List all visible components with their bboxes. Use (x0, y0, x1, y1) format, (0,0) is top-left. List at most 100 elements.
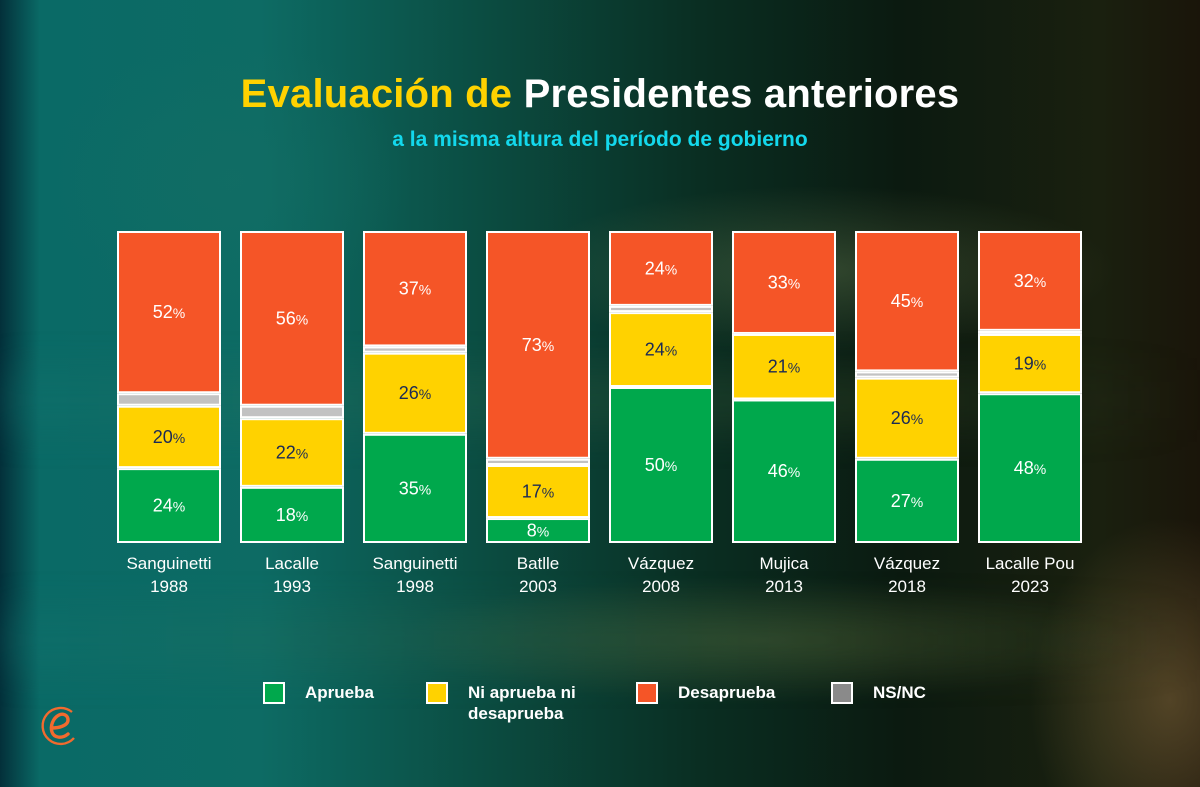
bar-stack: 48%19%32% (978, 231, 1082, 543)
data-label-suffix: % (296, 446, 308, 462)
data-label-value: 35 (399, 478, 419, 498)
bar-segment-ni (732, 333, 836, 400)
data-label-suffix: % (788, 275, 800, 291)
data-label-suffix: % (542, 338, 554, 354)
x-tick-label-name: Lacalle Pou (986, 554, 1075, 573)
data-label-value: 22 (276, 443, 296, 463)
x-tick-label-year: 2013 (765, 577, 803, 596)
bar-segment-ni (978, 333, 1082, 394)
bar-segment-aprueba (855, 458, 959, 544)
bars-group: 24%20%52%18%22%56%35%26%37%8%17%73%50%24… (117, 231, 1082, 544)
data-label-desaprueba: 52% (153, 302, 185, 322)
data-label-value: 21 (768, 357, 788, 377)
x-tick-label-name: Sanguinetti (372, 554, 457, 573)
data-label-desaprueba: 45% (891, 291, 923, 311)
chart-subtitle: a la misma altura del período de gobiern… (392, 128, 808, 151)
legend-swatch-ni (426, 682, 448, 704)
data-label-ni: 22% (276, 443, 308, 463)
x-tick-label-year: 1998 (396, 577, 434, 596)
background-flag-stripe (0, 610, 1200, 670)
data-label-suffix: % (1034, 461, 1046, 477)
data-label-value: 24 (645, 340, 665, 360)
bar-segment-desaprueba (117, 231, 221, 394)
data-label-suffix: % (1034, 274, 1046, 290)
data-label-value: 8 (527, 521, 537, 541)
x-tick-label-name: Vázquez (874, 554, 940, 573)
data-label-suffix: % (419, 481, 431, 497)
legend-label-ni-line2: desaprueba (468, 704, 564, 723)
data-label-suffix: % (911, 494, 923, 510)
bar-segment-desaprueba (855, 231, 959, 372)
data-label-suffix: % (296, 508, 308, 524)
bar-segment-nsnc (363, 346, 467, 353)
data-label-suffix: % (542, 485, 554, 501)
data-label-suffix: % (911, 411, 923, 427)
bar-segment-nsnc (978, 330, 1082, 334)
bar-segment-aprueba (609, 387, 713, 543)
data-label-value: 73 (522, 335, 542, 355)
data-label-suffix: % (419, 282, 431, 298)
bar-segment-aprueba (732, 399, 836, 544)
bar-segment-ni (363, 352, 467, 434)
bar-segment-aprueba (486, 518, 590, 543)
title-part-white: Presidentes anteriores (523, 72, 960, 116)
legend-item-aprueba: Aprueba (263, 682, 426, 724)
bar-stack: 27%26%45% (855, 231, 959, 544)
bar-segment-ni (609, 312, 713, 387)
bar-stack: 24% 20% 52% (117, 231, 221, 543)
bar-segment-nsnc (240, 405, 344, 419)
bar-segment-desaprueba (240, 231, 344, 406)
legend-item-desaprueba: Desaprueba (636, 682, 831, 724)
data-label-ni: 20% (153, 427, 185, 447)
data-label-value: 46 (768, 461, 788, 481)
data-label-value: 37 (399, 279, 419, 299)
data-label-ni: 21% (768, 357, 800, 377)
data-label-desaprueba: 32% (1014, 271, 1046, 291)
legend-swatch-nsnc (831, 682, 853, 704)
legend-swatch-desaprueba (636, 682, 658, 704)
data-label-suffix: % (537, 524, 549, 540)
bar-segment-aprueba (240, 486, 344, 543)
category-labels-group: Sanguinetti 1988 Lacalle 1993 Sanguinetti 199… (126, 554, 1074, 596)
bar-segment-desaprueba (486, 231, 590, 459)
bar-segment-desaprueba (609, 231, 713, 306)
x-tick-label-year: 2003 (519, 577, 557, 596)
data-label-value: 24 (645, 258, 665, 278)
data-label-suffix: % (1034, 357, 1046, 373)
data-label-desaprueba: 24% (645, 258, 677, 278)
data-label-value: 19 (1014, 354, 1034, 374)
bar-segment-desaprueba (732, 231, 836, 334)
x-tick-label-name: Mujica (759, 554, 809, 573)
data-label-aprueba: 48% (1014, 458, 1046, 478)
data-label-suffix: % (173, 430, 185, 446)
data-label-suffix: % (173, 499, 185, 515)
legend-label-nsnc: NS/NC (873, 683, 926, 702)
data-label-value: 26 (399, 383, 419, 403)
data-label-value: 50 (645, 455, 665, 475)
bar-stack: 35% 26% 37% (363, 231, 467, 543)
data-label-aprueba: 50% (645, 455, 677, 475)
data-label-value: 48 (1014, 458, 1034, 478)
data-label-value: 27 (891, 491, 911, 511)
data-label-aprueba: 46% (768, 461, 800, 481)
data-label-value: 20 (153, 427, 173, 447)
data-label-value: 33 (768, 272, 788, 292)
data-label-value: 26 (891, 408, 911, 428)
data-label-ni: 26% (399, 383, 431, 403)
x-tick-label-year: 2008 (642, 577, 680, 596)
x-tick-label-year: 2023 (1011, 577, 1049, 596)
x-tick-label-year: 2018 (888, 577, 926, 596)
x-tick-label-name: Sanguinetti (126, 554, 211, 573)
bar-segment-nsnc (486, 458, 590, 466)
bar-segment-aprueba (363, 433, 467, 543)
x-tick-label-name: Batlle (517, 554, 560, 573)
x-tick-label-year: 1988 (150, 577, 188, 596)
bar-stack: 46%21%33% (732, 231, 836, 544)
bar-segment-desaprueba (978, 231, 1082, 331)
data-label-aprueba: 24% (153, 496, 185, 516)
data-label-suffix: % (788, 464, 800, 480)
title-part-yellow: Evaluación de (240, 72, 513, 116)
data-label-value: 56 (276, 308, 296, 328)
data-label-value: 17 (522, 482, 542, 502)
data-label-ni: 24% (645, 340, 677, 360)
